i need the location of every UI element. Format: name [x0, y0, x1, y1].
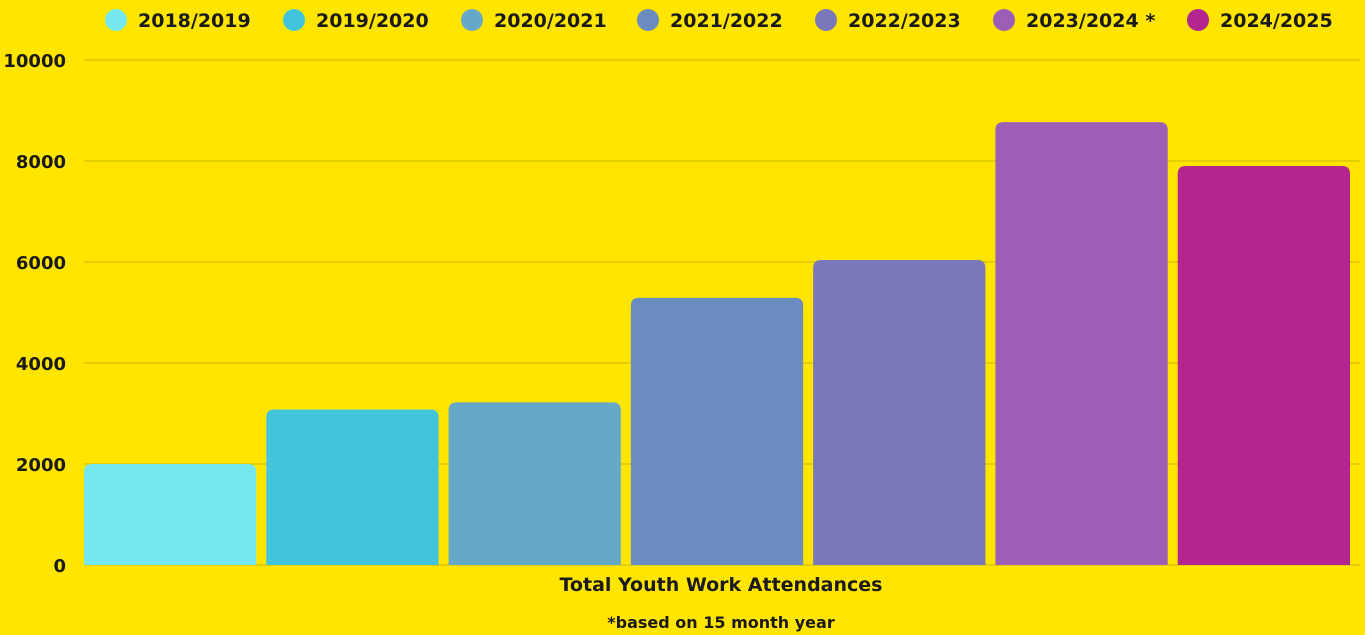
legend-swatch-0 [105, 9, 127, 31]
y-tick-label-2000: 2000 [16, 455, 66, 476]
legend: 2018/2019 2019/2020 2020/2021 2021/2022 2022… [105, 9, 1333, 32]
y-axis-ticks: 0 2000 4000 6000 8000 10000 [3, 51, 66, 577]
bar-2018-2019 [84, 464, 256, 565]
y-tick-label-6000: 6000 [16, 253, 66, 274]
legend-swatch-3 [637, 9, 659, 31]
bar-2021-2022 [631, 298, 803, 565]
legend-label-1: 2019/2020 [316, 10, 429, 32]
legend-label-4: 2022/2023 [848, 10, 961, 32]
legend-swatch-4 [815, 9, 837, 31]
bar-2019-2020 [266, 409, 438, 565]
legend-swatch-6 [1187, 9, 1209, 31]
footnote: *based on 15 month year [607, 613, 835, 632]
legend-label-6: 2024/2025 [1220, 10, 1333, 32]
legend-label-0: 2018/2019 [138, 10, 251, 32]
bars [84, 122, 1350, 565]
y-tick-label-0: 0 [53, 556, 66, 577]
legend-label-3: 2021/2022 [670, 10, 783, 32]
legend-swatch-1 [283, 9, 305, 31]
bar-2023-2024 [995, 122, 1167, 565]
y-tick-label-8000: 8000 [16, 152, 66, 173]
x-axis-label: Total Youth Work Attendances [560, 574, 883, 596]
bar-2020-2021 [449, 402, 621, 565]
legend-swatch-2 [461, 9, 483, 31]
bar-2024-2025 [1178, 166, 1350, 565]
legend-swatch-5 [993, 9, 1015, 31]
y-tick-label-4000: 4000 [16, 354, 66, 375]
y-tick-label-10000: 10000 [3, 51, 66, 72]
legend-label-2: 2020/2021 [494, 10, 607, 32]
legend-label-5: 2023/2024 * [1026, 10, 1155, 32]
bar-2022-2023 [813, 260, 985, 565]
